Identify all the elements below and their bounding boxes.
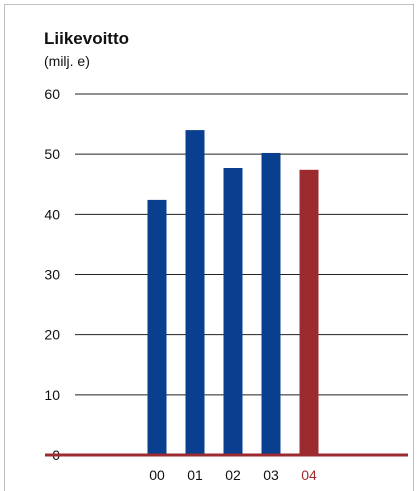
bars [147, 130, 319, 456]
bar-00 [147, 199, 167, 455]
chart-title: Liikevoitto [44, 29, 130, 48]
bar-03 [261, 152, 281, 456]
bar-02 [223, 168, 243, 455]
x-tick-label-01: 01 [187, 467, 203, 483]
x-tick-label-00: 00 [149, 467, 165, 483]
x-tick-label-02: 02 [225, 467, 241, 483]
y-tick-label: 60 [44, 86, 60, 102]
y-tick-label: 50 [44, 146, 60, 162]
y-tick-label: 20 [44, 327, 60, 343]
bar-01 [185, 130, 205, 455]
y-tick-label: 40 [44, 206, 60, 222]
x-tick-label-04: 04 [301, 467, 317, 483]
chart-frame [4, 4, 414, 491]
chart-subtitle: (milj. e) [44, 53, 90, 69]
x-tick-label-03: 03 [263, 467, 279, 483]
bar-04 [299, 169, 319, 455]
y-tick-label: 30 [44, 267, 60, 283]
x-axis-labels: 00 01 02 03 04 [149, 467, 317, 483]
y-tick-label: 10 [44, 387, 60, 403]
y-axis-ticks: 0102030405060 [44, 86, 60, 463]
